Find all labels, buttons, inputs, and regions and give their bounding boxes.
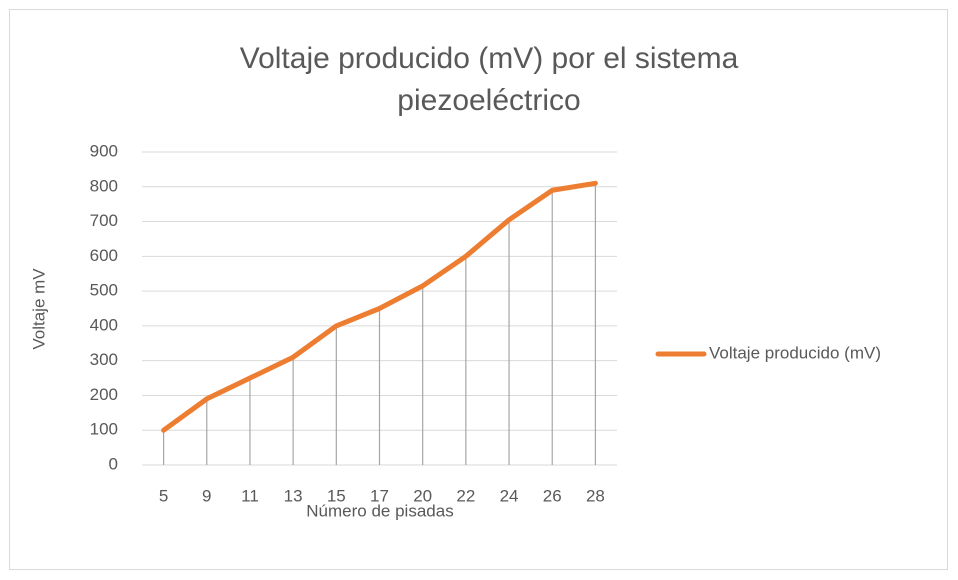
y-tick-label: 600 [90, 246, 118, 265]
x-tick-label: 22 [456, 486, 475, 505]
y-tick-label: 900 [90, 141, 118, 160]
legend-label: Voltaje producido (mV) [709, 343, 881, 362]
x-tick-label: 17 [370, 486, 389, 505]
x-tick-label: 24 [500, 486, 519, 505]
chart-border [9, 9, 948, 570]
y-axis-label: Voltaje mV [29, 268, 48, 350]
y-tick-label: 200 [90, 385, 118, 404]
x-tick-label: 20 [413, 486, 432, 505]
data-line [161, 180, 598, 433]
y-tick-label: 500 [90, 281, 118, 300]
y-tick-label: 300 [90, 350, 118, 369]
x-tick-label: 5 [159, 486, 168, 505]
x-axis-label: Número de pisadas [306, 501, 453, 520]
y-tick-label: 0 [109, 454, 118, 473]
x-tick-label: 28 [586, 486, 605, 505]
x-tick-label: 26 [543, 486, 562, 505]
x-tick-label: 9 [202, 486, 211, 505]
x-tick-label: 11 [241, 486, 259, 505]
y-tick-label: 100 [90, 420, 118, 439]
y-tick-label: 700 [90, 211, 118, 230]
chart-title: Voltaje producido (mV) por el sistema pi… [239, 42, 739, 117]
x-tick-label: 15 [327, 486, 346, 505]
y-tick-label: 400 [90, 315, 118, 334]
y-tick-label: 800 [90, 176, 118, 195]
x-tick-label: 13 [284, 486, 303, 505]
